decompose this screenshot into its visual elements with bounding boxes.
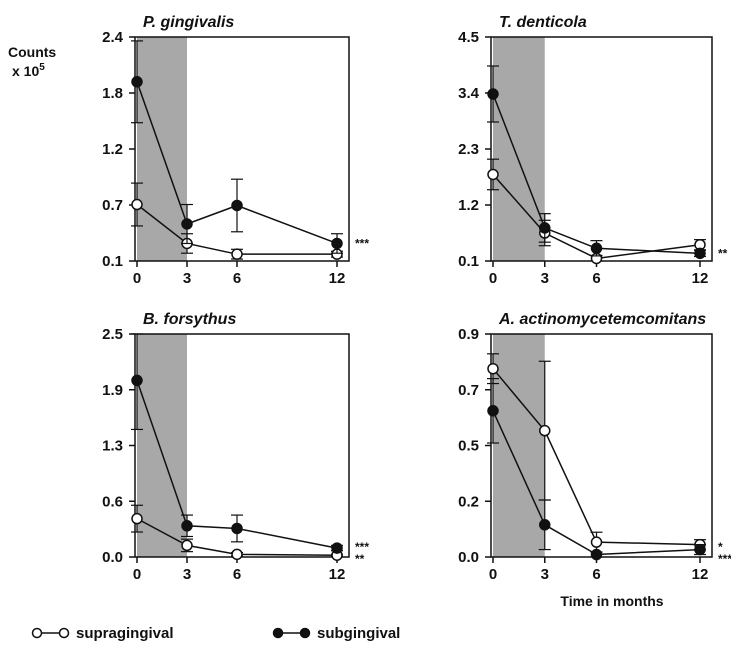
data-point-supragingival bbox=[131, 512, 143, 525]
chart-title: T. denticola bbox=[499, 14, 587, 31]
y-tick-label: 1.9 bbox=[102, 382, 123, 399]
chart-title: A. actinomycetemcomitans bbox=[498, 311, 706, 328]
y-tick-label: 0.7 bbox=[102, 197, 123, 214]
x-tick-label: 3 bbox=[183, 566, 191, 583]
x-tick-label: 0 bbox=[133, 270, 141, 287]
y-tick-label: 2.3 bbox=[458, 141, 479, 158]
legend-filled-marker bbox=[299, 627, 311, 639]
y-axis-label-scale: x 105 bbox=[12, 62, 45, 79]
significance-marker: *** bbox=[355, 236, 369, 250]
significance-marker: * bbox=[718, 540, 723, 554]
data-point-subgingival bbox=[181, 218, 193, 230]
x-tick-label: 6 bbox=[592, 566, 600, 583]
data-point-subgingival bbox=[131, 374, 143, 387]
data-point-subgingival bbox=[590, 548, 603, 561]
data-point-subgingival bbox=[331, 542, 343, 554]
x-tick-label: 0 bbox=[489, 270, 497, 287]
legend-open-label: supragingival bbox=[76, 625, 174, 642]
significance-marker: ** bbox=[355, 552, 365, 566]
data-point-supragingival bbox=[181, 539, 193, 552]
y-tick-label: 1.8 bbox=[102, 85, 123, 102]
y-tick-label: 2.5 bbox=[102, 326, 123, 343]
data-point-subgingival bbox=[331, 237, 343, 250]
x-tick-label: 12 bbox=[692, 270, 709, 287]
y-tick-label: 2.4 bbox=[102, 29, 124, 46]
x-tick-label: 6 bbox=[233, 270, 241, 287]
data-point-supragingival bbox=[590, 536, 603, 548]
x-tick-label: 6 bbox=[592, 270, 600, 287]
data-point-subgingival bbox=[487, 88, 499, 100]
series-line-supragingival bbox=[492, 173, 701, 260]
shaded-region bbox=[493, 334, 545, 557]
x-tick-label: 3 bbox=[541, 566, 549, 583]
x-tick-label: 12 bbox=[329, 566, 346, 583]
data-point-subgingival bbox=[231, 199, 243, 212]
significance-marker: *** bbox=[718, 552, 731, 566]
series-line-supragingival bbox=[492, 368, 701, 546]
shaded-region bbox=[137, 334, 187, 557]
data-point-supragingival bbox=[487, 362, 499, 375]
y-tick-label: 1.3 bbox=[102, 438, 123, 455]
series-line-supragingival bbox=[136, 517, 338, 556]
series-line-subgingival bbox=[136, 81, 338, 245]
y-tick-label: 4.5 bbox=[458, 29, 479, 46]
data-point-subgingival bbox=[231, 522, 243, 535]
y-tick-label: 0.6 bbox=[102, 493, 123, 510]
data-point-subgingival bbox=[181, 520, 193, 532]
x-axis-label: Time in months bbox=[560, 593, 663, 609]
y-tick-label: 0.9 bbox=[458, 326, 479, 343]
y-tick-label: 0.1 bbox=[458, 253, 479, 270]
data-point-subgingival bbox=[131, 76, 143, 88]
data-point-supragingival bbox=[487, 168, 499, 181]
data-point-subgingival bbox=[694, 543, 706, 556]
chart-panel: T. denticola 4.5 3.4 2.3 1.2 0.1 0 3 6 12 ** bbox=[458, 14, 728, 287]
y-tick-label: 1.2 bbox=[458, 197, 479, 214]
x-tick-label: 6 bbox=[233, 566, 241, 583]
y-tick-label: 0.0 bbox=[102, 549, 123, 566]
y-tick-label: 0.2 bbox=[458, 493, 479, 510]
data-point-supragingival bbox=[539, 424, 551, 437]
chart-panel: B. forsythus 2.5 1.9 1.3 0.6 0.0 0 3 6 12 ***** bbox=[102, 311, 369, 583]
x-tick-label: 12 bbox=[692, 566, 709, 583]
y-axis-label: Counts bbox=[8, 44, 56, 60]
data-point-subgingival bbox=[590, 242, 603, 255]
data-point-subgingival bbox=[694, 247, 706, 260]
y-tick-label: 0.5 bbox=[458, 438, 479, 455]
x-tick-label: 3 bbox=[541, 270, 549, 287]
chart-title: B. forsythus bbox=[143, 311, 236, 328]
shaded-region bbox=[137, 37, 187, 261]
data-point-subgingival bbox=[539, 222, 551, 234]
data-point-supragingival bbox=[231, 248, 243, 260]
legend-open-marker bbox=[31, 627, 43, 639]
legend-filled-label: subgingival bbox=[317, 625, 400, 642]
series-line-supragingival bbox=[136, 203, 337, 255]
series-line-subgingival bbox=[492, 410, 701, 556]
data-point-supragingival bbox=[131, 198, 143, 211]
y-tick-label: 3.4 bbox=[458, 85, 480, 102]
chart-panel: A. actinomycetemcomitans 0.9 0.7 0.5 0.2 0.0 0… bbox=[458, 311, 731, 583]
x-tick-label: 12 bbox=[329, 270, 346, 287]
shaded-region bbox=[493, 37, 545, 261]
data-point-subgingival bbox=[539, 519, 551, 531]
legend-open-marker bbox=[58, 627, 70, 639]
data-point-subgingival bbox=[487, 405, 499, 417]
y-tick-label: 1.2 bbox=[102, 141, 123, 158]
chart-title: P. gingivalis bbox=[143, 14, 234, 31]
significance-marker: *** bbox=[355, 540, 369, 554]
data-point-supragingival bbox=[231, 548, 243, 561]
significance-marker: ** bbox=[718, 246, 728, 260]
x-tick-label: 3 bbox=[183, 270, 191, 287]
chart-panel: P. gingivalis 2.4 1.8 1.2 0.7 0.1 0 3 6 12 *** bbox=[102, 14, 369, 287]
x-tick-label: 0 bbox=[489, 566, 497, 583]
legend: supragingival subgingival bbox=[31, 625, 400, 642]
y-tick-label: 0.0 bbox=[458, 549, 479, 566]
y-tick-label: 0.7 bbox=[458, 382, 479, 399]
series-line-subgingival bbox=[492, 93, 701, 255]
legend-filled-marker bbox=[272, 627, 284, 639]
y-tick-label: 0.1 bbox=[102, 253, 123, 270]
x-tick-label: 0 bbox=[133, 566, 141, 583]
series-line-subgingival bbox=[136, 380, 338, 549]
